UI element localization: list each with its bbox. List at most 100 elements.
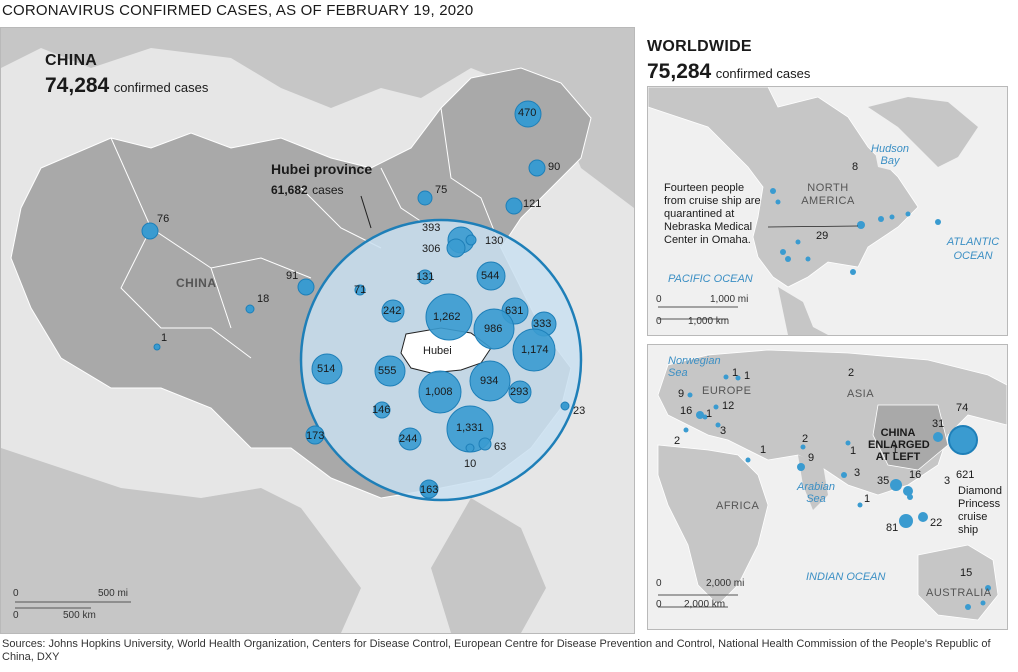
bubble-label: 121 [523, 198, 542, 210]
bubble-label: 631 [505, 305, 524, 317]
country-count: 9 [678, 388, 685, 400]
ea-scale-mi: 2,000 mi [706, 578, 745, 589]
hubei-title: Hubei province [271, 161, 373, 177]
australia-land [917, 544, 999, 621]
hubei-leader-line [360, 195, 372, 229]
country-count: 3 [854, 467, 861, 479]
country-count: 1 [732, 367, 739, 379]
europe-label: EUROPE [702, 385, 752, 397]
bubble-label: 163 [420, 484, 439, 496]
china-heading: CHINA [45, 52, 98, 69]
bubble-label: 10 [464, 458, 477, 470]
bubble-label: 91 [286, 270, 299, 282]
country-count: 12 [722, 400, 735, 412]
ship-note: Diamond Princess cruise ship [958, 485, 1003, 536]
country-count: 2 [802, 433, 809, 445]
bubble-label: 1,331 [456, 422, 484, 434]
bubble-label: 173 [306, 430, 325, 442]
hubei-count-label: cases [312, 183, 344, 197]
australia-label: AUSTRALIA [926, 587, 992, 599]
country-count: 3 [720, 425, 727, 437]
nebraska-note: Fourteen people from cruise ship are qua… [664, 182, 761, 246]
country-count: 15 [960, 567, 973, 579]
country-count: 1 [892, 444, 899, 456]
bubble-label: 71 [354, 284, 367, 296]
hudson-bay-label: Hudson Bay [871, 143, 909, 167]
bubble-label: 130 [485, 235, 504, 247]
hudson-bay-water [873, 142, 903, 172]
ship-count: 621 [956, 469, 975, 481]
us-count: 29 [816, 230, 829, 242]
bubble-label: 306 [422, 243, 441, 255]
greenland-land [868, 97, 978, 167]
bubble-label: 75 [435, 184, 448, 196]
atlantic-label: ATLANTIC OCEAN [946, 236, 1000, 262]
country-count: 1 [850, 445, 857, 457]
north-america-svg [648, 87, 1007, 335]
north-america-map-panel: Hudson Bay NORTH AMERICA 8 29 Fourteen p… [647, 86, 1008, 336]
scale-zero: 0 [13, 588, 19, 599]
bubble-label: 555 [378, 365, 397, 377]
scale-zero-km: 0 [13, 610, 19, 621]
country-count: 2 [674, 435, 681, 447]
bubble-label: 242 [383, 305, 402, 317]
central-america-land [778, 287, 828, 335]
na-scale-zero-km: 0 [656, 316, 662, 327]
na-scale-zero: 0 [656, 294, 662, 305]
bubble-label: 333 [533, 318, 552, 330]
bubble-label: 146 [372, 404, 391, 416]
scale-mi: 500 mi [98, 588, 129, 599]
hubei-count: 61,682 [271, 183, 308, 197]
pacific-label: PACIFIC OCEAN [668, 273, 753, 285]
china-count-label: confirmed cases [113, 80, 209, 95]
country-count: 16 [909, 469, 922, 481]
north-america-land [648, 87, 919, 288]
africa-land [657, 444, 769, 606]
country-count: 1 [760, 444, 767, 456]
country-count: 31 [932, 418, 945, 430]
china-count-line: 74,284 confirmed cases [45, 74, 208, 98]
norwegian-sea-label: Norwegian Sea [668, 355, 721, 379]
worldwide-heading: WORLDWIDE [647, 38, 752, 55]
hubei-map-label: Hubei [423, 345, 452, 357]
neighbor-land-south [1, 448, 361, 633]
bubble-label: 76 [157, 213, 170, 225]
asia-label: ASIA [847, 388, 875, 400]
country-count: 2 [848, 367, 855, 379]
eurasia-svg [648, 345, 1007, 629]
ea-scale-zero-km: 0 [656, 599, 662, 610]
north-america-label: NORTH AMERICA [801, 182, 855, 207]
bubble-label: 1,262 [433, 311, 461, 323]
eurasia-map-panel: Norwegian Sea EUROPE ASIA AFRICA Arabian… [647, 344, 1008, 630]
bubble-label: 90 [548, 161, 561, 173]
country-count: 3 [944, 475, 951, 487]
bubble-label: 986 [484, 323, 503, 335]
china-enlarged-note: CHINA ENLARGED AT LEFT [868, 427, 930, 463]
africa-label: AFRICA [716, 500, 760, 512]
bubble-label: 514 [317, 363, 336, 375]
na-scale-km: 1,000 km [688, 316, 730, 327]
china-highlight-land [872, 404, 949, 471]
country-count: 74 [956, 402, 969, 414]
country-count: 16 [680, 405, 693, 417]
bubble-label: 244 [399, 433, 418, 445]
hubei-count-line: 61,682 cases [271, 181, 344, 199]
bubble-label: 131 [416, 271, 435, 283]
china-map-svg [1, 28, 634, 633]
page-title: CORONAVIRUS CONFIRMED CASES, AS OF FEBRU… [2, 2, 474, 19]
country-count: 35 [877, 475, 890, 487]
ea-scale-km: 2,000 km [684, 599, 726, 610]
bubble-label: 1,008 [425, 386, 453, 398]
china-map-panel: CHINA 74,284 confirmed cases CHINA Hubei… [0, 27, 635, 634]
china-map-label: CHINA [176, 276, 217, 290]
country-count: 1 [744, 370, 751, 382]
bubble-label: 470 [518, 107, 537, 119]
india-land [798, 455, 828, 510]
worldwide-count: 75,284 [647, 60, 712, 83]
country-count: 22 [930, 517, 943, 529]
bubble-label: 23 [573, 405, 586, 417]
bubble-label: 934 [480, 375, 499, 387]
bubble-label: 1 [161, 332, 168, 344]
neighbor-land-north [1, 28, 634, 208]
na-scale-mi: 1,000 mi [710, 294, 749, 305]
